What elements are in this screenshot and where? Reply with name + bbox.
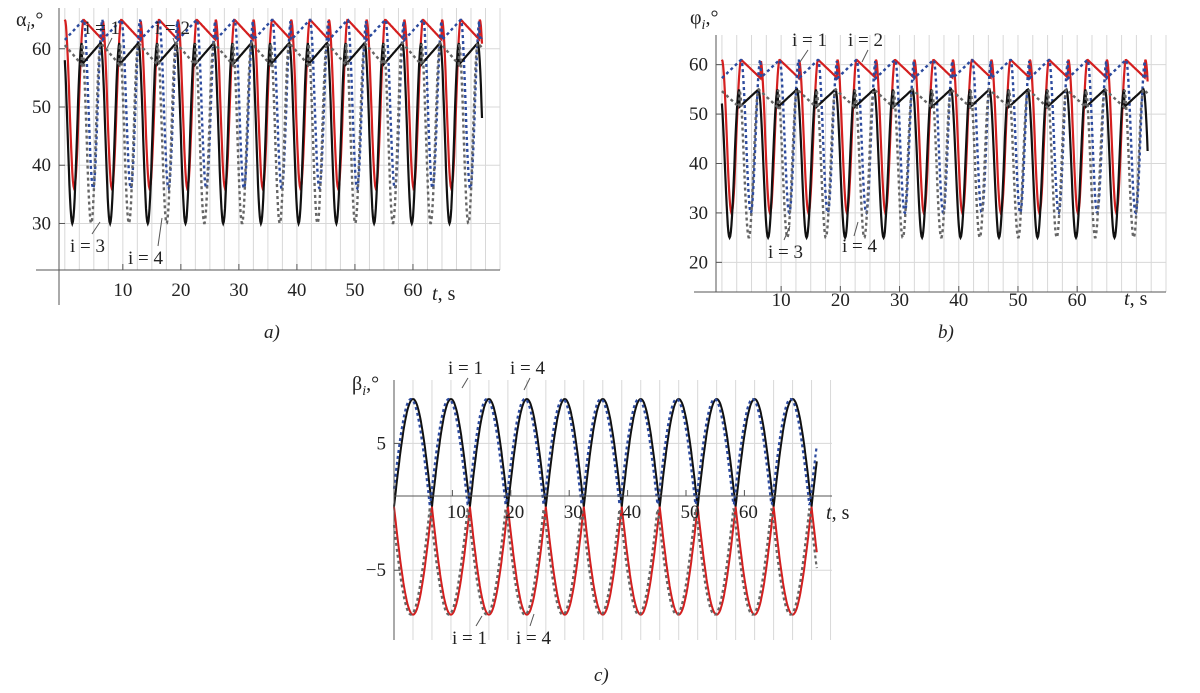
a-series-1-line xyxy=(63,18,484,192)
a-series-4-line xyxy=(63,41,483,225)
b-leader-i3 xyxy=(783,225,791,241)
a-y-tick-label: 40 xyxy=(32,155,51,176)
b-x-tick-label: 60 xyxy=(1068,290,1087,311)
c-y-axis-label: βi,° xyxy=(352,373,379,399)
a-leader-i2 xyxy=(172,37,179,53)
c-series-1-line xyxy=(393,398,818,507)
a-label-i1: i = 1 xyxy=(85,18,120,39)
c-label-bottom-i4: i = 4 xyxy=(516,628,551,649)
b-y-ticks: 20 30 40 50 60 xyxy=(689,55,722,273)
b-x-tick-label: 10 xyxy=(772,290,791,311)
c-series xyxy=(392,397,818,616)
c-label-top-i4: i = 4 xyxy=(510,358,545,379)
panel-c: 10 20 30 40 50 60 5 −5 βi,° t, s i = 1 i = 4 i… xyxy=(352,358,850,686)
b-x-axis-label: t, s xyxy=(1124,288,1148,310)
c-leader-top-i1 xyxy=(461,377,469,389)
b-label-i1: i = 1 xyxy=(792,30,827,51)
a-x-tick-label: 40 xyxy=(287,280,306,301)
a-x-tick-label: 20 xyxy=(171,280,190,301)
b-y-tick-label: 30 xyxy=(689,203,708,224)
c-y-tick-label: 5 xyxy=(377,433,387,454)
b-leader-i4 xyxy=(853,221,859,237)
b-x-tick-label: 50 xyxy=(1008,290,1027,311)
b-x-tick-label: 30 xyxy=(890,290,909,311)
b-series xyxy=(720,58,1149,241)
b-label-i3: i = 3 xyxy=(768,242,803,263)
c-series-4-line xyxy=(392,508,818,616)
b-leader-i2 xyxy=(861,49,869,63)
b-label-i4: i = 4 xyxy=(842,236,877,257)
a-leader-i1 xyxy=(105,37,113,51)
c-series-3-line xyxy=(393,506,818,616)
c-x-tick-label: 30 xyxy=(564,502,583,523)
b-y-tick-label: 20 xyxy=(689,252,708,273)
c-label-bottom-i1: i = 1 xyxy=(452,628,487,649)
b-y-tick-label: 40 xyxy=(689,154,708,175)
a-x-axis-label: t, s xyxy=(432,283,456,305)
c-x-axis-label: t, s xyxy=(826,502,850,524)
c-x-tick-label: 60 xyxy=(739,502,758,523)
a-y-axis-label: αi,° xyxy=(16,9,43,35)
c-x-tick-label: 20 xyxy=(505,502,524,523)
c-x-tick-label: 50 xyxy=(681,502,700,523)
b-series-4-line xyxy=(721,87,1149,239)
panel-a: 10 20 30 40 50 60 30 40 50 60 αi,° t, s i = 1 i … xyxy=(16,8,501,343)
b-x-ticks: 10 20 30 40 50 60 xyxy=(772,286,1087,311)
a-series-2-line xyxy=(63,18,483,192)
b-series-3-line xyxy=(720,87,1149,241)
a-x-ticks: 10 20 30 40 50 60 xyxy=(113,264,422,301)
a-y-tick-label: 30 xyxy=(32,213,51,234)
b-y-axis-label: φi,° xyxy=(690,7,718,33)
c-caption: c) xyxy=(594,665,609,686)
c-y-tick-label: −5 xyxy=(366,560,386,581)
a-series xyxy=(63,18,484,228)
c-y-ticks: 5 −5 xyxy=(366,433,400,581)
b-caption: b) xyxy=(938,322,954,343)
a-series-3-line xyxy=(63,41,484,228)
c-x-tick-label: 40 xyxy=(622,502,641,523)
a-x-tick-label: 60 xyxy=(403,280,422,301)
a-label-i3: i = 3 xyxy=(70,236,105,257)
b-x-tick-label: 20 xyxy=(831,290,850,311)
b-y-tick-label: 50 xyxy=(689,104,708,125)
c-x-tick-label: 10 xyxy=(447,502,466,523)
b-x-tick-label: 40 xyxy=(949,290,968,311)
b-series-2-line xyxy=(721,58,1149,216)
b-leader-i1 xyxy=(799,49,809,63)
c-leader-bottom-i4 xyxy=(529,613,535,627)
a-label-i2: i = 2 xyxy=(155,18,190,39)
b-label-i2: i = 2 xyxy=(848,30,883,51)
c-leader-bottom-i1 xyxy=(475,615,483,627)
c-label-top-i1: i = 1 xyxy=(448,358,483,379)
c-series-2-line xyxy=(392,397,818,506)
a-label-i4: i = 4 xyxy=(128,248,163,269)
c-leader-top-i4 xyxy=(523,377,531,391)
b-y-tick-label: 60 xyxy=(689,55,708,76)
a-caption: a) xyxy=(264,322,280,343)
a-y-ticks: 30 40 50 60 xyxy=(32,39,65,234)
a-x-tick-label: 10 xyxy=(113,280,132,301)
a-x-tick-label: 30 xyxy=(229,280,248,301)
a-leader-i3 xyxy=(91,221,101,235)
a-y-tick-label: 60 xyxy=(32,39,51,60)
a-leader-i4 xyxy=(157,217,163,247)
a-grid xyxy=(59,8,501,270)
c-x-ticks: 10 20 30 40 50 60 xyxy=(447,490,758,523)
a-x-tick-label: 50 xyxy=(345,280,364,301)
a-y-tick-label: 50 xyxy=(32,97,51,118)
